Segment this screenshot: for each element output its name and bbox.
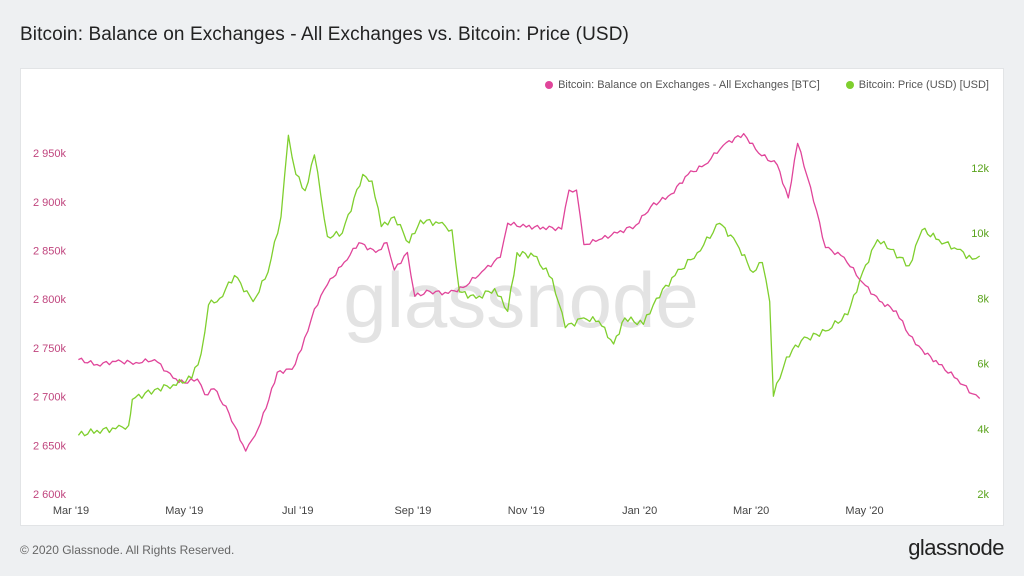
y-right-tick-label: 2k <box>977 489 989 501</box>
y-left-tick-label: 2 900k <box>33 197 67 209</box>
y-left-tick-label: 2 700k <box>33 392 67 404</box>
watermark-text: glassnode <box>343 256 699 344</box>
y-right-tick-label: 10k <box>971 228 989 240</box>
x-tick-label: May '20 <box>845 505 883 517</box>
legend-dot-balance-icon <box>545 81 554 89</box>
page-title: Bitcoin: Balance on Exchanges - All Exch… <box>20 24 629 45</box>
series-line-price <box>77 134 981 437</box>
x-tick-label: Jan '20 <box>622 505 657 517</box>
y-right-tick-label: 12k <box>971 163 989 175</box>
chart-panel: Bitcoin: Balance on Exchanges - All Exch… <box>20 68 1004 526</box>
x-tick-label: Nov '19 <box>508 505 545 517</box>
x-tick-label: May '19 <box>165 505 203 517</box>
series-line-balance <box>78 132 981 452</box>
x-tick-label: Jul '19 <box>282 505 313 517</box>
y-right-tick-label: 8k <box>977 293 989 305</box>
glassnode-logo[interactable]: glassnode <box>908 535 1004 560</box>
copyright-text: © 2020 Glassnode. All Rights Reserved. <box>20 543 235 557</box>
line-chart[interactable]: glassnode 2 600k 2 650k 2 700k 2 750k 2 800k 2… <box>21 69 1003 525</box>
y-left-tick-label: 2 600k <box>33 489 67 501</box>
x-tick-label: Mar '19 <box>53 505 89 517</box>
legend-label-balance: Bitcoin: Balance on Exchanges - All Exch… <box>558 79 820 91</box>
y-left-tick-label: 2 750k <box>33 343 67 355</box>
y-right-tick-label: 6k <box>977 359 989 371</box>
x-tick-label: Sep '19 <box>394 505 431 517</box>
chart-legend: Bitcoin: Balance on Exchanges - All Exch… <box>545 79 989 91</box>
legend-item-price[interactable]: Bitcoin: Price (USD) [USD] <box>845 79 989 91</box>
y-left-tick-label: 2 650k <box>33 440 67 452</box>
y-left-tick-label: 2 850k <box>33 245 67 257</box>
legend-dot-price-icon <box>845 81 854 89</box>
y-right-tick-label: 4k <box>977 424 989 436</box>
x-tick-label: Mar '20 <box>733 505 769 517</box>
legend-label-price: Bitcoin: Price (USD) [USD] <box>858 79 989 91</box>
legend-item-balance[interactable]: Bitcoin: Balance on Exchanges - All Exch… <box>545 79 820 91</box>
y-left-tick-label: 2 800k <box>33 294 67 306</box>
y-left-tick-label: 2 950k <box>33 148 67 160</box>
